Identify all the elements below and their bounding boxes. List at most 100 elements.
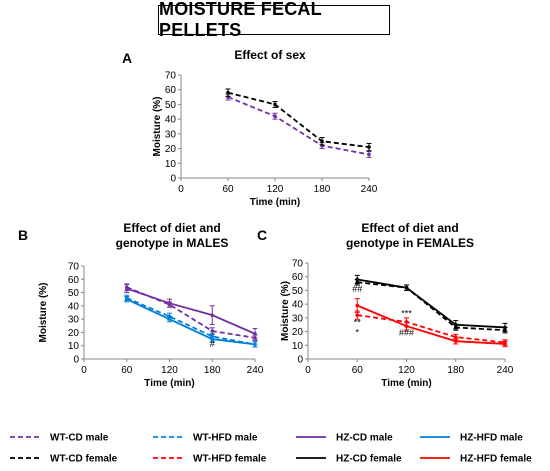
x-tick-label: 240 — [497, 365, 514, 376]
x-tick-label: 60 — [121, 365, 133, 376]
legend-item: HZ-CD male — [296, 433, 393, 444]
data-point — [226, 90, 230, 95]
y-axis-label: Moisture (%) — [152, 97, 163, 157]
series-hz-cd-female — [354, 274, 508, 333]
legend-item: HZ-CD female — [296, 454, 402, 465]
y-tick-label: 30 — [292, 313, 304, 324]
legend-item: WT-HFD female — [153, 454, 267, 465]
series-line — [126, 287, 256, 335]
x-tick-label: 180 — [204, 365, 221, 376]
y-tick-label: 60 — [68, 275, 80, 286]
chart-title: Effect of diet and — [123, 221, 220, 235]
y-tick-label: 70 — [165, 71, 177, 82]
data-point — [367, 152, 371, 157]
series-line — [356, 304, 506, 345]
y-tick-label: 20 — [165, 144, 177, 155]
legend-label: HZ-HFD male — [460, 433, 523, 444]
significance-annotation: # — [210, 339, 215, 349]
y-tick-label: 40 — [68, 301, 80, 312]
y-axis-label: Moisture (%) — [38, 283, 49, 343]
x-tick-label: 0 — [178, 184, 184, 195]
chart-title: Effect of diet and — [361, 221, 458, 235]
x-tick-label: 0 — [305, 365, 311, 376]
data-point — [320, 139, 324, 144]
y-tick-label: 30 — [165, 129, 177, 140]
series-line — [126, 297, 256, 346]
series-hz-hfd-male — [124, 296, 258, 348]
series-hz-cd-male — [124, 284, 258, 340]
data-point — [124, 286, 129, 291]
data-point — [404, 324, 409, 328]
series-wt-cd-female — [225, 88, 372, 152]
series-line — [227, 96, 370, 156]
legend-label: WT-CD male — [50, 433, 109, 444]
legend-item: WT-HFD male — [153, 433, 258, 444]
y-tick-label: 10 — [292, 341, 304, 352]
data-point — [124, 297, 129, 302]
legend-label: HZ-CD female — [336, 454, 402, 465]
series-line — [357, 281, 506, 332]
x-axis-label: Time (min) — [381, 378, 431, 389]
legend-label: WT-HFD male — [193, 433, 258, 444]
data-point — [210, 337, 215, 341]
data-point — [367, 145, 371, 149]
x-tick-label: 60 — [352, 365, 364, 376]
significance-annotation: ## — [352, 284, 362, 294]
y-tick-label: 10 — [165, 159, 177, 170]
y-tick-label: 40 — [292, 300, 304, 311]
data-point — [503, 325, 507, 330]
y-tick-label: 70 — [68, 262, 80, 273]
y-tick-label: 10 — [68, 341, 80, 352]
series-wt-cd-male — [124, 283, 258, 341]
legend-item: HZ-HFD male — [420, 433, 523, 444]
y-tick-label: 20 — [68, 328, 80, 339]
x-tick-label: 0 — [81, 365, 87, 376]
x-tick-label: 120 — [267, 184, 284, 195]
x-tick-label: 60 — [222, 184, 234, 195]
data-point — [404, 285, 409, 290]
x-tick-label: 120 — [398, 365, 415, 376]
y-tick-label: 0 — [73, 355, 79, 366]
chart-panel-a: A Effect of sex 0 10 20 30 40 50 60 70 0 60 120 180 24… — [122, 48, 378, 208]
significance-annotation: * — [355, 328, 359, 338]
legend-item: WT-CD female — [10, 454, 118, 465]
chart-title: genotype in MALES — [116, 236, 229, 250]
series-line — [126, 298, 256, 346]
data-point — [355, 277, 360, 282]
y-tick-label: 0 — [170, 174, 176, 185]
chart-title: Effect of sex — [234, 48, 306, 62]
significance-annotation: ### — [399, 328, 414, 338]
data-point — [355, 313, 360, 317]
data-point — [253, 331, 257, 336]
panel-letter: A — [122, 50, 132, 66]
x-axis-label: Time (min) — [144, 378, 194, 389]
y-tick-label: 60 — [165, 85, 177, 96]
x-axis-label: Time (min) — [250, 197, 300, 208]
series-wt-hfd-male — [124, 294, 258, 348]
x-tick-label: 180 — [447, 365, 464, 376]
data-point — [210, 329, 215, 333]
data-point — [167, 301, 172, 306]
series-line — [227, 91, 370, 148]
legend-label: WT-HFD female — [193, 454, 267, 465]
x-tick-label: 180 — [314, 184, 331, 195]
y-tick-label: 50 — [292, 286, 304, 297]
legend-item: HZ-HFD female — [420, 454, 532, 465]
y-tick-label: 50 — [165, 100, 177, 111]
y-tick-label: 20 — [292, 327, 304, 338]
legend-item: WT-CD male — [10, 433, 109, 444]
data-point — [253, 342, 257, 347]
y-tick-label: 60 — [292, 272, 304, 283]
legend-label: HZ-HFD female — [460, 454, 532, 465]
chart-title: genotype in FEMALES — [346, 236, 474, 250]
legend-label: HZ-CD male — [336, 433, 393, 444]
series-wt-hfd-female — [354, 310, 508, 346]
data-point — [503, 342, 507, 346]
y-tick-label: 0 — [297, 355, 303, 366]
series-wt-cd-male — [225, 93, 372, 158]
y-tick-label: 70 — [292, 259, 304, 270]
series-line — [357, 278, 506, 329]
